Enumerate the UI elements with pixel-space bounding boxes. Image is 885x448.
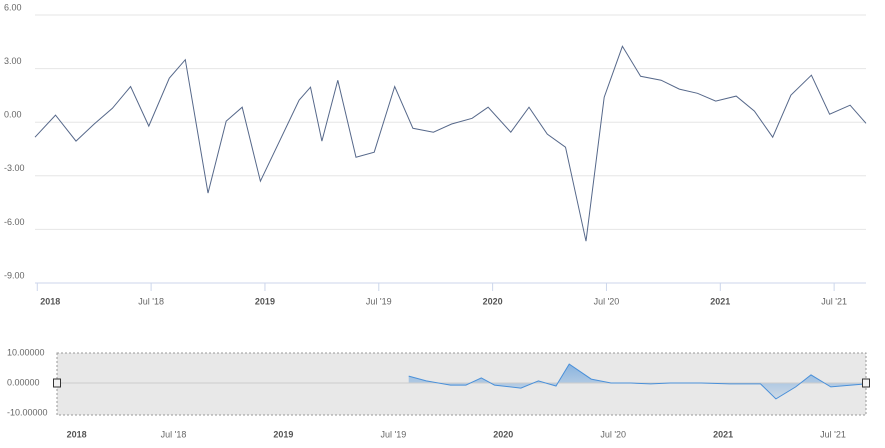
x-tick-label: 2020 <box>483 296 503 306</box>
x-tick-label: 2021 <box>710 296 730 306</box>
x-tick-label: Jul '19 <box>380 429 406 439</box>
y-tick-label: -6.00 <box>4 217 25 227</box>
area-line <box>408 363 867 400</box>
y-tick-label: -9.00 <box>4 270 25 280</box>
x-tick-label: Jul '21 <box>820 429 846 439</box>
navigator-handle[interactable] <box>862 378 870 388</box>
x-tick-label: Jul '19 <box>366 296 392 306</box>
x-tick-label: Jul '20 <box>594 296 620 306</box>
y-tick-label: 0.00 <box>4 110 22 120</box>
x-tick-label: Jul '20 <box>600 429 626 439</box>
y-tick-label: -10.00000 <box>7 407 48 417</box>
y-tick-label: 10.00000 <box>7 347 45 357</box>
x-tick-label: 2020 <box>493 429 513 439</box>
y-tick-label: 0.00000 <box>7 377 40 387</box>
y-tick-label: -3.00 <box>4 163 25 173</box>
line <box>34 45 867 242</box>
x-tick-label: 2018 <box>67 429 87 439</box>
x-tick-label: 2019 <box>255 296 275 306</box>
y-tick-label: 6.00 <box>4 2 22 12</box>
x-tick-label: Jul '18 <box>161 429 187 439</box>
x-tick-label: 2019 <box>273 429 293 439</box>
x-tick-label: Jul '21 <box>821 296 847 306</box>
x-tick-label: 2021 <box>713 429 733 439</box>
navigator-handle[interactable] <box>53 378 61 388</box>
x-tick-label: Jul '18 <box>138 296 164 306</box>
y-tick-label: 3.00 <box>4 56 22 66</box>
x-tick-label: 2018 <box>40 296 60 306</box>
